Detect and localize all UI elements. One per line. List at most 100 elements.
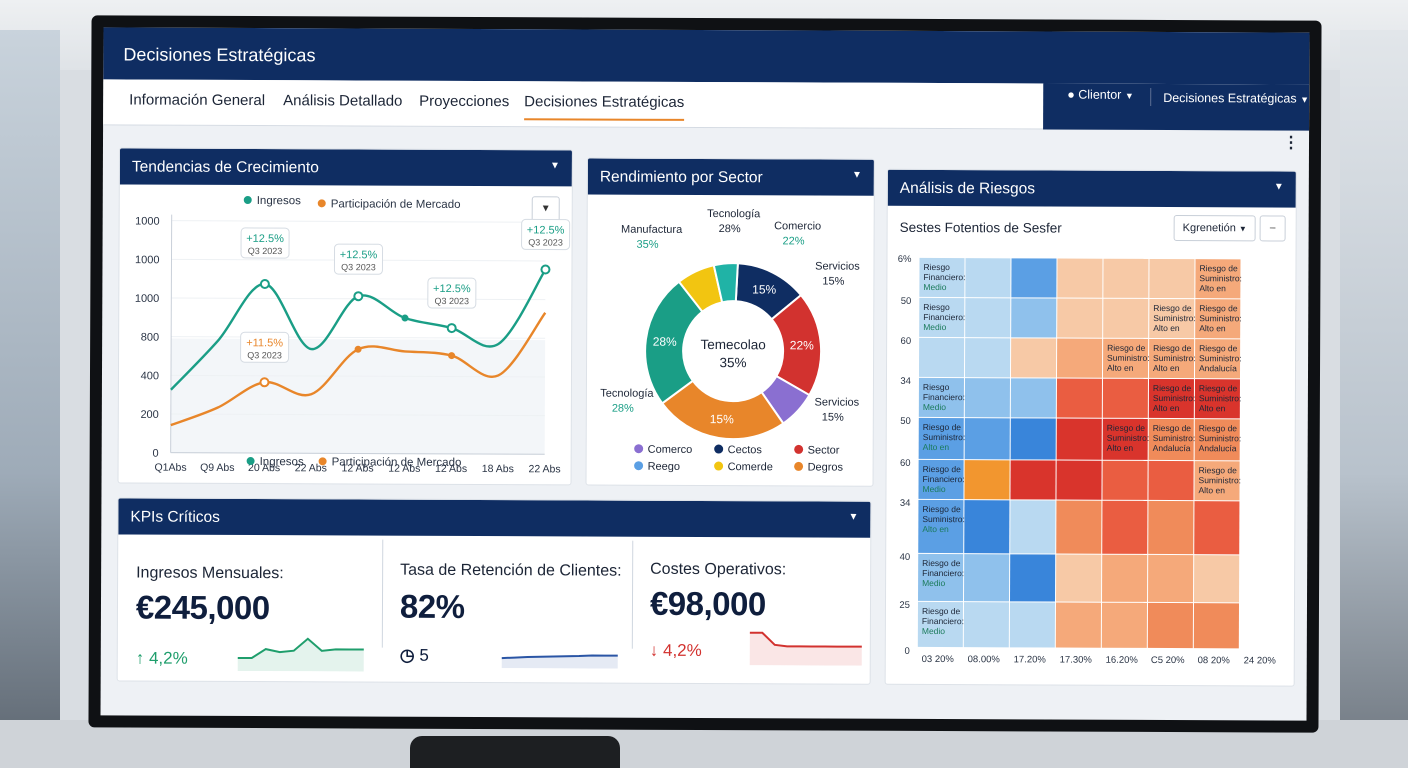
chevron-down-icon[interactable]: ▼: [848, 511, 859, 523]
heatmap-cell: [1102, 338, 1149, 378]
heatmap-cell: [963, 602, 1010, 648]
heatmap-cell: [1010, 500, 1056, 554]
donut-center-value: 35%: [720, 355, 747, 370]
heatmap-cell: [1194, 419, 1240, 461]
heatmap-cell-label: Financiero:: [922, 568, 964, 578]
heatmap-cell: [964, 554, 1010, 602]
heatmap-cell: [1147, 602, 1194, 649]
client-selector[interactable]: ● Clientor ▼: [1067, 88, 1134, 102]
heatmap-cell-label: Suministro:: [1199, 433, 1242, 443]
legend-label: Comerde: [728, 461, 773, 473]
heatmap-cell-label: Alto en: [923, 442, 950, 452]
heatmap-cell-label: Alto en: [1199, 283, 1226, 293]
heatmap-cell: [1149, 298, 1195, 339]
tab-informacion-general[interactable]: Información General: [129, 91, 266, 110]
annotation-period: Q3 2023: [248, 246, 283, 256]
plot-band: [170, 338, 546, 455]
heatmap-cell-label: Financiero:: [923, 392, 965, 402]
y-tick-label: 0: [904, 646, 909, 657]
heatmap-cell: [1103, 258, 1149, 298]
sector-label-name: Comercio: [774, 220, 821, 232]
heatmap-cell: [1009, 602, 1056, 648]
heatmap-cell: [964, 418, 1010, 460]
chevron-down-icon[interactable]: ▼: [549, 160, 560, 172]
heatmap-cell-label: Suministro:: [1153, 393, 1196, 403]
heatmap-cell-label: Alto en: [922, 524, 949, 534]
legend-label: Degros: [808, 461, 844, 473]
heatmap-cell: [918, 337, 965, 378]
heatmap-cell: [1194, 555, 1240, 603]
slice-label: 28%: [653, 335, 677, 349]
heatmap-cell-label: Riesgo de: [1199, 303, 1238, 313]
tab-decisiones-estrategicas[interactable]: Decisiones Estratégicas: [524, 93, 685, 121]
legend-dot: [714, 461, 724, 471]
annotation-callout: +11.5%Q3 2023: [240, 331, 290, 363]
annotation-box: [333, 243, 384, 275]
annotation-callout: +12.5%Q3 2023: [427, 277, 477, 309]
sector-label-pct: 15%: [822, 412, 844, 424]
chevron-down-icon[interactable]: ▼: [1273, 181, 1284, 193]
header-divider: [1150, 87, 1152, 106]
heatmap-cell: [918, 553, 964, 602]
heatmap-cell-label: Medio: [923, 282, 946, 292]
bottom-legend-ingresos: Ingresos: [246, 456, 304, 469]
heatmap-cell: [1010, 418, 1056, 460]
dashboard-screen: Decisiones Estratégicas Información Gene…: [100, 27, 1310, 721]
data-point: [448, 352, 456, 360]
heatmap-cell-label: Riesgo de: [922, 558, 961, 568]
x-tick-label: 03 20%: [922, 654, 955, 665]
kpi-card-ingresos: Ingresos Mensuales: €245,000 ↑ 4,2%: [118, 498, 870, 672]
heatmap-cell: [1102, 554, 1148, 602]
sector-donut-chart: 15% 22% 15% 28% Temecolao 35% Manufactura 35% Te…: [600, 208, 860, 474]
heatmap-cell: [1056, 378, 1102, 418]
heatmap-cell-label: Riesgo de: [1199, 423, 1238, 433]
heatmap-cell: [1193, 603, 1240, 649]
heatmap-cell: [1010, 460, 1056, 500]
panel-header: KPIs Críticos ▼: [118, 498, 871, 538]
y-tick-label: 200: [140, 409, 158, 421]
heatmap-cell: [964, 378, 1010, 418]
kpi-delta: ↑ 4,2%: [135, 648, 188, 668]
slice-label: 22%: [790, 338, 814, 352]
panel-header: Tendencias de Crecimiento ▼: [119, 148, 572, 187]
data-point: [354, 345, 362, 353]
chevron-down-icon[interactable]: ▼: [851, 169, 862, 181]
heatmap-cell-label: Riesgo: [923, 382, 950, 392]
heatmap-cell-label: Riesgo: [923, 302, 950, 312]
heatmap-cell: [1195, 299, 1241, 339]
heatmap-cell: [1194, 379, 1240, 419]
heatmap-cell: [1057, 298, 1103, 338]
y-tick-label: 34: [900, 498, 911, 509]
heatmap-cell: [1195, 259, 1241, 299]
x-tick-label: 22 Abs: [295, 462, 327, 474]
view-selector[interactable]: Decisiones Estratégicas ▼: [1163, 91, 1309, 106]
y-tick-label: 40: [900, 552, 911, 563]
annotation-value: +12.5%: [246, 233, 284, 245]
gridline: [170, 374, 545, 378]
sector-label-pct: 15%: [822, 276, 844, 288]
heatmap-cell-label: Andalucía: [1199, 443, 1237, 453]
tab-proyecciones[interactable]: Proyecciones: [419, 92, 510, 111]
data-point: [540, 264, 551, 275]
sector-label-pct: 28%: [719, 223, 741, 235]
annotation-callout: +12.5%Q3 2023: [521, 218, 571, 251]
heatmap-cell-label: Suministro:: [1107, 353, 1150, 363]
gridline: [171, 220, 546, 223]
sparkline-line: [749, 631, 862, 648]
risk-filter-dropdown[interactable]: Kgrenetión ▼: [1173, 215, 1256, 242]
more-options-icon[interactable]: ⋮: [1282, 134, 1300, 152]
legend-label: Sector: [808, 444, 840, 456]
heatmap-cell-label: Riesgo de: [922, 606, 961, 616]
kpi-card-retencion: Tasa de Retención de Clientes: 82% ◷ 5: [118, 498, 870, 669]
heatmap-cell-label: Andalucía: [1199, 363, 1237, 373]
heatmap-cell-label: Suministro:: [1199, 273, 1242, 283]
heatmap-cell: [1148, 460, 1194, 501]
tab-analisis-detallado[interactable]: Análisis Detallado: [283, 92, 403, 110]
collapse-button[interactable]: –: [1259, 215, 1286, 242]
legend-dot: [318, 457, 327, 466]
x-tick-label: C5 20%: [1151, 655, 1185, 666]
donut-hole: [684, 302, 783, 401]
legend-label: Ingresos: [259, 456, 304, 469]
x-tick-label: 24 20%: [1244, 655, 1277, 666]
heatmap-cell-label: Medio: [922, 578, 945, 588]
